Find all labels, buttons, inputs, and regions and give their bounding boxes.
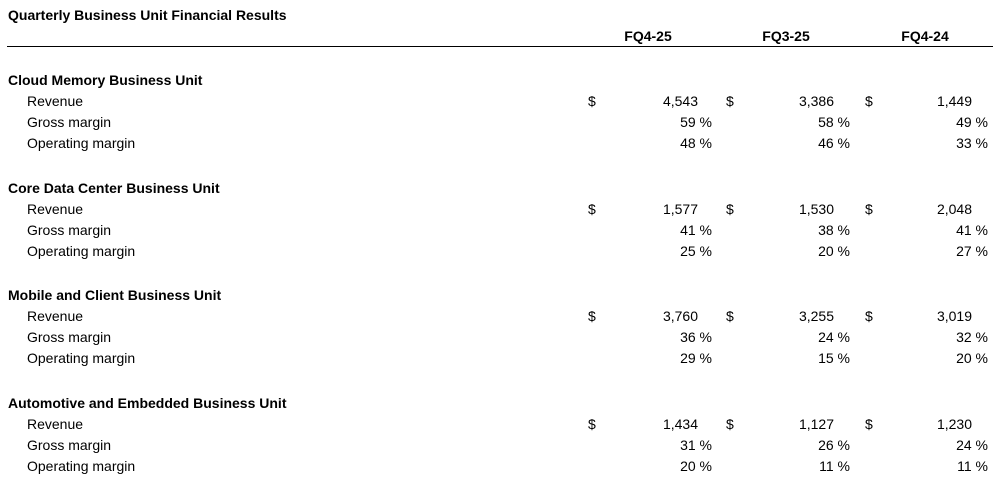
cell-value: 41 % xyxy=(956,222,988,238)
cell-value: 58 % xyxy=(818,114,850,130)
cell-value: 3,019 xyxy=(936,308,972,324)
currency-symbol: $ xyxy=(865,416,873,432)
cell-value: 48 % xyxy=(680,135,712,151)
row-label: Operating margin xyxy=(27,243,136,259)
table-row: Revenue $1,577 $1,530 $2,048 xyxy=(8,201,998,222)
cell-value: 31 % xyxy=(680,437,712,453)
row-label: Gross margin xyxy=(27,329,112,345)
cell-value: 32 % xyxy=(956,329,988,345)
row-label: Operating margin xyxy=(27,350,136,366)
row-label: Gross margin xyxy=(27,114,112,130)
row-label: Revenue xyxy=(27,416,84,432)
table-row: Operating margin 48 % 46 % 33 % xyxy=(8,135,998,156)
row-label: Revenue xyxy=(27,308,84,324)
cell-value: 24 % xyxy=(818,329,850,345)
cell-value: 24 % xyxy=(956,437,988,453)
currency-symbol: $ xyxy=(726,308,734,324)
table-row: Revenue $4,543 $3,386 $1,449 xyxy=(8,93,998,114)
cell-value: 15 % xyxy=(818,350,850,366)
cell-value: 29 % xyxy=(680,350,712,366)
cell-value: 20 % xyxy=(956,350,988,366)
cell-value: 3,255 xyxy=(798,308,834,324)
cell-value: 20 % xyxy=(680,458,712,474)
table-row: Gross margin 31 % 26 % 24 % xyxy=(8,437,998,458)
currency-symbol: $ xyxy=(588,201,596,217)
currency-symbol: $ xyxy=(865,93,873,109)
cell-value: 59 % xyxy=(680,114,712,130)
cell-value: 41 % xyxy=(680,222,712,238)
section: Mobile and Client Business Unit Revenue $3… xyxy=(8,287,998,377)
cell-value: 46 % xyxy=(818,135,850,151)
table-row: Revenue $1,434 $1,127 $1,230 xyxy=(8,416,998,437)
row-label: Gross margin xyxy=(27,437,112,453)
column-header-fq3-25: FQ3-25 xyxy=(762,28,810,44)
cell-value: 1,449 xyxy=(936,93,972,109)
row-label: Operating margin xyxy=(27,135,136,151)
currency-symbol: $ xyxy=(726,93,734,109)
cell-value: 1,230 xyxy=(936,416,972,432)
column-header-fq4-25: FQ4-25 xyxy=(624,28,672,44)
table-row: Revenue $3,760 $3,255 $3,019 xyxy=(8,308,998,329)
section-title: Mobile and Client Business Unit xyxy=(8,287,222,303)
cell-value: 20 % xyxy=(818,243,850,259)
cell-value: 26 % xyxy=(818,437,850,453)
cell-value: 1,434 xyxy=(662,416,698,432)
row-label: Revenue xyxy=(27,201,84,217)
cell-value: 3,760 xyxy=(662,308,698,324)
currency-symbol: $ xyxy=(588,308,596,324)
cell-value: 4,543 xyxy=(662,93,698,109)
cell-value: 33 % xyxy=(956,135,988,151)
cell-value: 11 % xyxy=(957,458,988,474)
table-row: Gross margin 59 % 58 % 49 % xyxy=(8,114,998,135)
section-title: Core Data Center Business Unit xyxy=(8,180,220,196)
cell-value: 11 % xyxy=(819,458,850,474)
cell-value: 1,577 xyxy=(662,201,698,217)
table-row: Gross margin 41 % 38 % 41 % xyxy=(8,222,998,243)
currency-symbol: $ xyxy=(588,416,596,432)
header-rule xyxy=(7,46,993,47)
cell-value: 36 % xyxy=(680,329,712,345)
cell-value: 2,048 xyxy=(936,201,972,217)
currency-symbol: $ xyxy=(588,93,596,109)
section: Automotive and Embedded Business Unit Rev… xyxy=(8,395,998,485)
table-row: Operating margin 25 % 20 % 27 % xyxy=(8,243,998,264)
cell-value: 49 % xyxy=(956,114,988,130)
page-title: Quarterly Business Unit Financial Result… xyxy=(8,7,287,23)
table-row: Operating margin 20 % 11 % 11 % xyxy=(8,458,998,479)
row-label: Gross margin xyxy=(27,222,112,238)
cell-value: 1,127 xyxy=(798,416,834,432)
cell-value: 38 % xyxy=(818,222,850,238)
section: Cloud Memory Business Unit Revenue $4,543 $… xyxy=(8,72,998,162)
cell-value: 27 % xyxy=(956,243,988,259)
table-row: Gross margin 36 % 24 % 32 % xyxy=(8,329,998,350)
currency-symbol: $ xyxy=(865,308,873,324)
section-title: Cloud Memory Business Unit xyxy=(8,72,203,88)
row-label: Operating margin xyxy=(27,458,136,474)
section: Core Data Center Business Unit Revenue $1,… xyxy=(8,180,998,270)
table-row: Operating margin 29 % 15 % 20 % xyxy=(8,350,998,371)
currency-symbol: $ xyxy=(726,416,734,432)
currency-symbol: $ xyxy=(865,201,873,217)
cell-value: 25 % xyxy=(680,243,712,259)
column-header-fq4-24: FQ4-24 xyxy=(901,28,949,44)
cell-value: 1,530 xyxy=(798,201,834,217)
currency-symbol: $ xyxy=(726,201,734,217)
row-label: Revenue xyxy=(27,93,84,109)
cell-value: 3,386 xyxy=(798,93,834,109)
section-title: Automotive and Embedded Business Unit xyxy=(8,395,287,411)
